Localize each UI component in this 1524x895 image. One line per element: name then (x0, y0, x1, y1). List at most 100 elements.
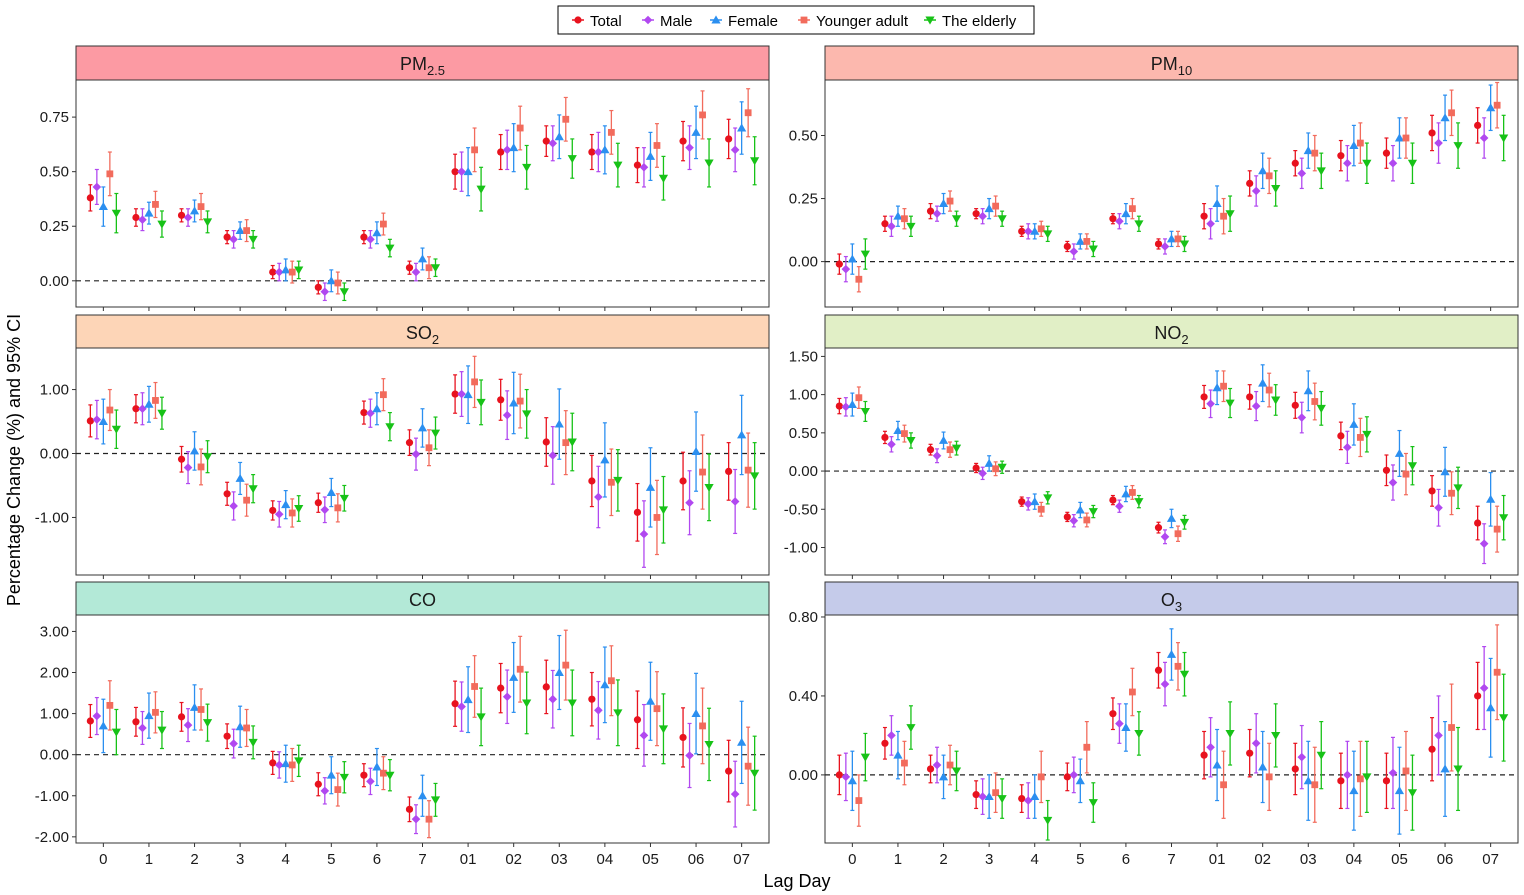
data-point (946, 761, 954, 769)
data-point (1088, 508, 1098, 517)
panel-title: NO2 (1154, 323, 1188, 347)
y-tick-label: -1.00 (35, 788, 69, 805)
panel-co: CO-2.00-1.000.001.002.003.000 1 2 3 4 5 6 7 01 02… (35, 581, 770, 868)
y-tick-label: -2.00 (35, 829, 69, 846)
data-point (1154, 240, 1163, 248)
panel-title-main: PM (1151, 54, 1178, 74)
data-point (542, 137, 550, 145)
data-point (730, 497, 740, 506)
data-point (1258, 166, 1268, 175)
data-point (314, 780, 322, 788)
data-point (1018, 794, 1026, 803)
data-point (691, 127, 701, 136)
data-point (835, 260, 843, 268)
series-the-elderly (111, 379, 760, 544)
data-point (281, 500, 291, 509)
data-point (1479, 683, 1489, 693)
legend-item-label: Younger adult (816, 13, 909, 30)
data-point (516, 124, 524, 132)
data-point (1200, 751, 1208, 759)
y-tick-label: 0.25 (789, 191, 818, 208)
data-point (704, 740, 714, 750)
data-point (1271, 185, 1281, 194)
series-male (841, 117, 1489, 283)
data-point (1297, 752, 1307, 762)
data-point (1179, 240, 1190, 249)
data-point (1030, 226, 1040, 235)
data-point (992, 465, 1000, 473)
data-point (1206, 399, 1215, 409)
x-tick-label: 3 (236, 851, 244, 868)
data-point (972, 210, 980, 218)
data-point (281, 759, 291, 768)
data-point (177, 455, 186, 463)
data-point (653, 142, 661, 149)
data-point (1474, 519, 1482, 527)
data-point (339, 494, 349, 503)
data-point (730, 145, 740, 155)
data-point (1083, 238, 1091, 245)
data-point (1291, 159, 1299, 167)
data-point (1258, 762, 1268, 771)
data-point (1362, 773, 1372, 782)
data-point (471, 146, 478, 154)
data-point (1109, 215, 1117, 223)
data-point (417, 254, 428, 263)
data-point (926, 446, 935, 454)
data-point (1311, 781, 1319, 789)
data-point (385, 771, 395, 780)
data-point (1166, 649, 1177, 658)
data-point (248, 235, 258, 244)
data-point (1493, 668, 1501, 676)
data-point (855, 797, 863, 804)
series-total (86, 118, 733, 295)
data-point (835, 771, 843, 779)
data-point (1063, 773, 1071, 781)
legend-item-male: Male (642, 13, 693, 30)
data-point (1109, 496, 1117, 504)
data-point (1030, 792, 1040, 801)
data-point (111, 425, 121, 434)
data-point (243, 227, 251, 235)
data-point (157, 220, 167, 229)
data-point (645, 482, 656, 491)
data-point (288, 761, 296, 769)
data-point (248, 485, 258, 494)
data-point (658, 725, 669, 734)
data-point (554, 132, 564, 141)
data-point (463, 695, 473, 704)
data-point (183, 463, 193, 472)
data-point (1402, 134, 1410, 142)
x-tick-label: 3 (985, 851, 993, 868)
data-point (1220, 781, 1227, 789)
data-point (554, 667, 564, 676)
legend-key-marker (925, 16, 935, 25)
data-point (725, 135, 733, 143)
x-tick-label: 07 (733, 851, 750, 868)
data-point (972, 791, 980, 799)
data-point (887, 440, 896, 449)
x-tick-label: 6 (373, 851, 381, 868)
data-point (704, 159, 714, 168)
y-tick-label: 1.50 (789, 348, 818, 365)
data-point (243, 724, 251, 732)
legend-item-the-elderly: The elderly (924, 13, 1017, 30)
x-tick-label: 05 (1391, 851, 1408, 868)
data-point (567, 155, 577, 164)
data-point (1356, 775, 1364, 783)
data-point (502, 145, 512, 155)
data-point (639, 731, 649, 740)
panel-no2: NO2 -1.00 -0.50 0.00 0.50 1.00 1.50 (784, 314, 1519, 579)
data-point (588, 477, 596, 485)
data-point (542, 683, 550, 691)
data-point (1271, 731, 1281, 741)
y-tick-label: 1.00 (789, 387, 818, 404)
data-point (548, 694, 558, 704)
data-point (951, 767, 962, 776)
data-point (509, 143, 519, 152)
data-point (189, 206, 200, 215)
data-point (1291, 401, 1299, 409)
series-the-elderly (860, 651, 1509, 841)
data-point (502, 692, 512, 702)
data-point (938, 435, 949, 444)
